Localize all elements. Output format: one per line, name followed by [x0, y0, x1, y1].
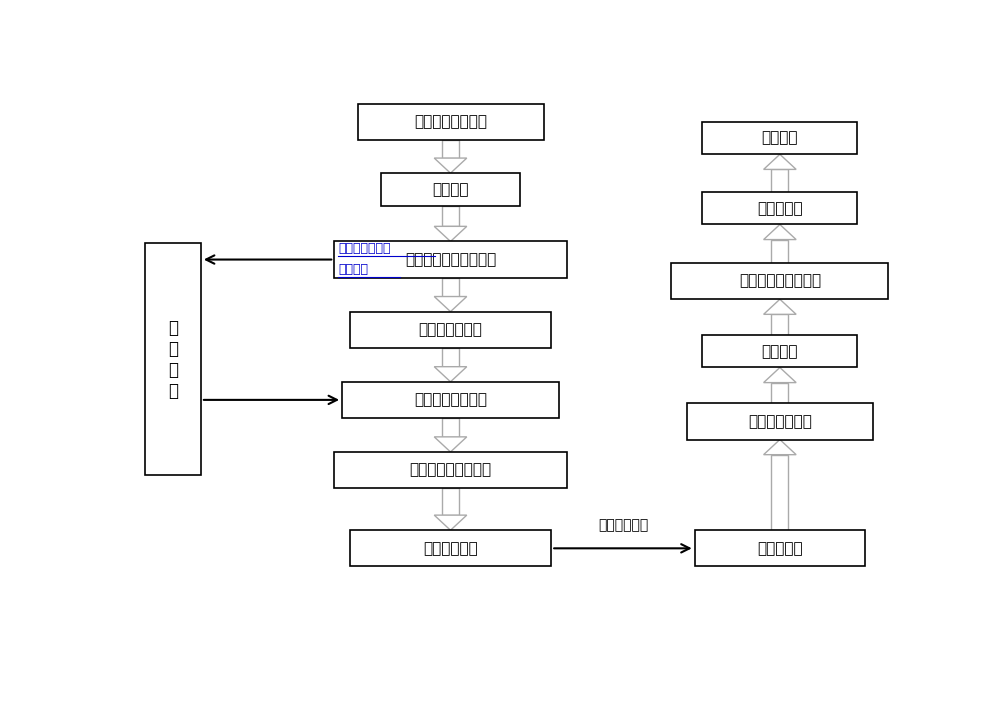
- Text: 形成水平裂缝: 形成水平裂缝: [423, 541, 478, 556]
- FancyBboxPatch shape: [350, 530, 551, 566]
- Polygon shape: [434, 515, 467, 530]
- FancyBboxPatch shape: [771, 383, 788, 403]
- FancyBboxPatch shape: [442, 140, 459, 158]
- FancyBboxPatch shape: [702, 192, 857, 224]
- Text: 设计井位: 设计井位: [432, 182, 469, 197]
- Polygon shape: [434, 226, 467, 241]
- FancyBboxPatch shape: [442, 418, 459, 437]
- FancyBboxPatch shape: [442, 278, 459, 297]
- Polygon shape: [764, 224, 796, 240]
- Text: 卤池中沉清: 卤池中沉清: [757, 200, 803, 216]
- Polygon shape: [434, 367, 467, 382]
- Polygon shape: [764, 367, 796, 383]
- FancyBboxPatch shape: [358, 104, 544, 140]
- Polygon shape: [434, 158, 467, 173]
- FancyBboxPatch shape: [771, 455, 788, 530]
- FancyBboxPatch shape: [702, 122, 857, 154]
- Text: 两井连通: 两井连通: [762, 343, 798, 359]
- Polygon shape: [764, 299, 796, 314]
- Polygon shape: [434, 297, 467, 312]
- Text: 回放开放井内压裂液: 回放开放井内压裂液: [739, 273, 821, 289]
- FancyBboxPatch shape: [771, 170, 788, 192]
- FancyBboxPatch shape: [687, 403, 873, 440]
- Polygon shape: [434, 437, 467, 452]
- Text: 连通反应出现: 连通反应出现: [598, 518, 648, 532]
- FancyBboxPatch shape: [442, 348, 459, 367]
- Polygon shape: [764, 440, 796, 455]
- Polygon shape: [764, 154, 796, 170]
- FancyBboxPatch shape: [671, 263, 888, 299]
- FancyBboxPatch shape: [381, 173, 520, 205]
- Text: 主压井内注压裂液: 主压井内注压裂液: [414, 393, 487, 407]
- Text: 打开开放井放喷: 打开开放井放喷: [748, 414, 812, 429]
- FancyBboxPatch shape: [702, 335, 857, 367]
- Text: 定向布井、钻井、固井: 定向布井、钻井、固井: [405, 252, 496, 267]
- Text: 裂缝连通: 裂缝连通: [338, 263, 368, 275]
- FancyBboxPatch shape: [695, 530, 865, 566]
- FancyBboxPatch shape: [442, 205, 459, 226]
- FancyBboxPatch shape: [771, 240, 788, 263]
- Text: 单
井
建
槽: 单 井 建 槽: [168, 319, 178, 400]
- FancyBboxPatch shape: [334, 452, 567, 488]
- FancyBboxPatch shape: [350, 312, 551, 348]
- Text: 探测矿体解理方向: 探测矿体解理方向: [414, 114, 487, 130]
- Text: 饱和卤水: 饱和卤水: [762, 130, 798, 146]
- Text: 加大注水量: 加大注水量: [757, 541, 803, 556]
- FancyBboxPatch shape: [145, 243, 201, 475]
- FancyBboxPatch shape: [342, 382, 559, 418]
- Text: 开放井单井造槽: 开放井单井造槽: [419, 322, 482, 337]
- Text: 主压井未与解理: 主压井未与解理: [338, 243, 391, 255]
- FancyBboxPatch shape: [442, 488, 459, 515]
- FancyBboxPatch shape: [771, 314, 788, 335]
- FancyBboxPatch shape: [334, 241, 567, 278]
- Text: 溶解矿层和解理裂缝: 溶解矿层和解理裂缝: [409, 463, 492, 477]
